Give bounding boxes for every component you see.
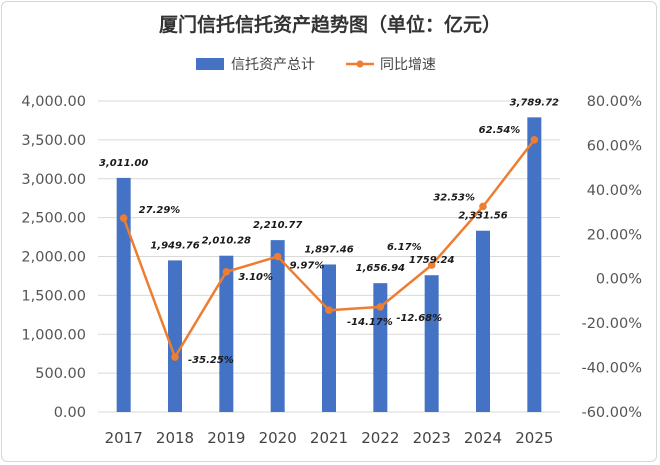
line-data-label: 9.97% xyxy=(290,261,325,272)
growth-point-2020 xyxy=(273,252,282,261)
legend-bar-label: 信托资产总计 xyxy=(231,57,315,73)
chart-title: 厦门信托信托资产趋势图（单位：亿元） xyxy=(159,13,501,36)
bar-2020 xyxy=(270,240,285,412)
bar-2024 xyxy=(476,230,490,412)
bar-2023 xyxy=(424,275,439,412)
growth-point-2018 xyxy=(171,353,179,361)
bar-data-label: 1,656.94 xyxy=(356,263,405,274)
left-tick-label: 4,000.00 xyxy=(21,94,86,110)
left-tick-label: 1,000.00 xyxy=(21,327,86,343)
x-tick-label: 2025 xyxy=(515,429,553,447)
left-tick-label: 500.00 xyxy=(35,366,86,382)
growth-point-2022 xyxy=(376,303,385,311)
left-tick-label: 2,500.00 xyxy=(21,211,86,227)
left-tick-label: 3,500.00 xyxy=(21,133,86,149)
growth-line-series xyxy=(119,135,539,361)
left-tick-label: 3,000.00 xyxy=(21,172,86,188)
growth-point-2023 xyxy=(427,261,436,269)
right-tick-label: 0.00% xyxy=(596,272,642,288)
bar-data-label: 1,897.46 xyxy=(304,244,353,255)
bar-2022 xyxy=(373,283,388,412)
bar-data-label: 1,949.76 xyxy=(150,240,199,251)
line-data-label: 27.29% xyxy=(139,205,181,216)
growth-point-2025 xyxy=(530,135,539,144)
right-tick-label: 80.00% xyxy=(587,94,642,110)
right-tick-label: -20.00% xyxy=(581,316,642,332)
bar-data-labels: 3,011.00 1,949.76 2,010.282,210.77 1,897.46… xyxy=(99,97,559,274)
bar-2017 xyxy=(116,177,131,412)
right-tick-label: 60.00% xyxy=(587,138,642,154)
line-data-label: -12.68% xyxy=(396,313,442,324)
x-tick-label: 2019 xyxy=(207,429,245,447)
legend-bar-swatch xyxy=(196,58,224,70)
right-tick-label: 20.00% xyxy=(587,227,642,243)
x-tick-label: 2023 xyxy=(413,429,451,447)
growth-point-2019 xyxy=(222,268,231,276)
right-tick-label: 40.00% xyxy=(587,183,642,199)
x-tick-label: 2017 xyxy=(105,429,143,447)
bar-data-label: 1759.24 xyxy=(409,255,455,266)
bar-2019 xyxy=(219,255,234,412)
left-axis-ticks: 0.00 500.00 1,000.00 1,500.00 2,000.00 2,500.… xyxy=(21,94,86,421)
right-tick-label: -60.00% xyxy=(581,405,642,421)
line-data-label: -35.25% xyxy=(188,355,234,366)
bar-data-label: 3,011.00 xyxy=(99,158,148,169)
bar-series xyxy=(116,117,542,412)
line-data-labels: 27.29% -35.25% 3.10% 9.97% -14.17% -12.68% 6.1… xyxy=(139,125,521,366)
bar-data-label: 2,210.77 xyxy=(253,220,302,231)
left-tick-label: 1,500.00 xyxy=(21,288,86,304)
bar-2018 xyxy=(168,260,182,412)
bar-data-label: 3,789.72 xyxy=(510,97,559,108)
x-tick-label: 2022 xyxy=(361,429,399,447)
x-axis-ticks: 2017 2018 2019 2020 2021 2022 2023 2024 2025 xyxy=(105,429,554,447)
legend: 信托资产总计 同比增速 xyxy=(196,57,436,73)
legend-line-marker xyxy=(356,60,364,68)
x-tick-label: 2024 xyxy=(464,429,502,447)
bar-2025 xyxy=(527,117,542,412)
right-tick-label: -40.00% xyxy=(581,361,642,377)
left-tick-label: 2,000.00 xyxy=(21,250,86,266)
legend-line-label: 同比增速 xyxy=(380,57,436,73)
line-data-label: -14.17% xyxy=(347,317,393,328)
x-tick-label: 2020 xyxy=(259,429,297,447)
line-data-label: 6.17% xyxy=(387,242,422,253)
line-data-label: 32.53% xyxy=(433,192,475,203)
right-axis-ticks: -60.00% -40.00% -20.00% 0.00% 20.00% 40.00% 60… xyxy=(581,94,642,421)
x-tick-label: 2018 xyxy=(156,429,194,447)
bar-2021 xyxy=(322,264,336,412)
line-data-label: 62.54% xyxy=(479,125,521,136)
x-tick-label: 2021 xyxy=(310,429,348,447)
growth-point-2017 xyxy=(119,214,128,222)
growth-point-2021 xyxy=(325,306,333,314)
bar-data-label: 2,331.56 xyxy=(458,211,507,222)
line-data-label: 3.10% xyxy=(238,272,273,283)
bar-data-label: 2,010.28 xyxy=(202,236,251,247)
growth-point-2024 xyxy=(479,202,487,211)
left-tick-label: 0.00 xyxy=(54,405,86,421)
